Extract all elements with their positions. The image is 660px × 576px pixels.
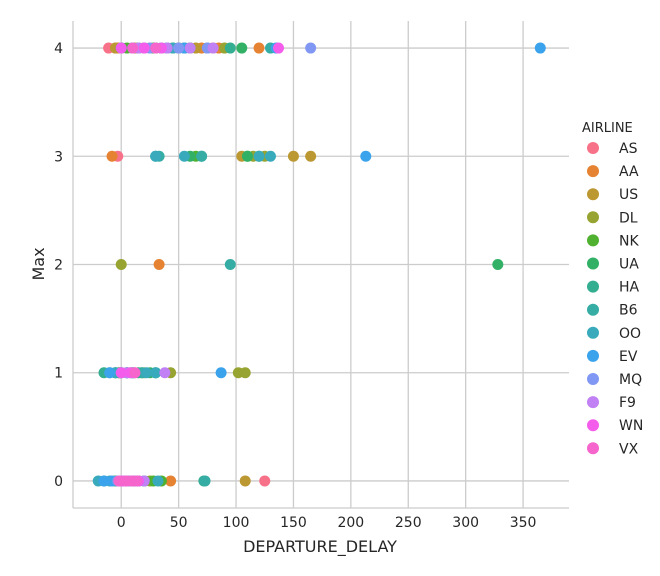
legend-label: NK — [619, 233, 639, 249]
legend-marker — [587, 419, 599, 432]
data-point — [253, 150, 265, 162]
legend-label: EV — [619, 349, 638, 365]
x-tick-label: 0 — [117, 515, 126, 531]
data-point — [207, 42, 219, 54]
data-point — [152, 475, 164, 487]
y-tick-label: 1 — [54, 366, 63, 382]
data-point — [224, 42, 236, 54]
data-point — [239, 367, 251, 379]
legend-marker — [587, 373, 599, 385]
legend-title: AIRLINE — [582, 121, 633, 136]
data-point — [150, 150, 162, 162]
data-point — [178, 150, 190, 162]
legend: AIRLINE AS AA US DL NK UA HA B6 OO EV MQ F9 WN VX — [582, 121, 643, 457]
data-point — [215, 367, 227, 379]
data-point — [360, 150, 372, 162]
data-point — [106, 150, 118, 162]
data-point — [196, 150, 208, 162]
axes-spines — [72, 21, 569, 509]
legend-label: AS — [619, 141, 638, 157]
legend-marker — [587, 349, 599, 362]
y-tick-label: 3 — [54, 149, 63, 165]
data-point — [253, 42, 265, 54]
legend-label: VX — [619, 441, 639, 457]
data-point — [153, 259, 165, 270]
x-tick-label: 150 — [280, 515, 307, 531]
y-tick-label: 2 — [54, 258, 63, 274]
x-axis-title: DEPARTURE_DELAY — [243, 537, 397, 557]
data-point — [104, 367, 116, 379]
x-axis-ticks: 0 50 100 150 200 250 300 350 — [117, 515, 537, 531]
data-point — [273, 42, 285, 54]
legend-label: WN — [619, 418, 643, 434]
legend-label: F9 — [619, 395, 636, 411]
series-vx — [113, 42, 162, 487]
y-tick-label: 4 — [54, 41, 63, 57]
data-point — [534, 42, 546, 54]
data-point — [305, 42, 317, 54]
data-point — [150, 367, 162, 379]
x-tick-label: 300 — [452, 515, 479, 531]
y-axis-ticks: 0 1 2 3 4 — [54, 41, 63, 490]
legend-marker — [587, 234, 599, 247]
y-tick-label: 0 — [54, 474, 63, 490]
legend-marker — [587, 396, 599, 409]
data-point — [224, 259, 236, 270]
data-point — [173, 42, 185, 54]
data-point — [138, 42, 150, 54]
legend-marker — [587, 188, 599, 201]
x-tick-label: 250 — [395, 515, 422, 531]
data-point — [115, 42, 127, 54]
x-tick-label: 200 — [337, 515, 364, 531]
legend-marker — [587, 326, 599, 339]
data-point — [236, 42, 248, 54]
data-point — [287, 150, 299, 162]
data-point — [98, 475, 110, 487]
data-point — [150, 42, 162, 54]
legend-label: AA — [619, 164, 639, 180]
legend-marker — [587, 142, 599, 154]
legend-marker — [587, 211, 599, 224]
legend-label: B6 — [619, 303, 638, 319]
data-point — [159, 367, 171, 379]
data-point — [129, 367, 141, 379]
data-point — [239, 475, 251, 487]
x-tick-label: 350 — [510, 515, 537, 531]
legend-marker — [587, 257, 599, 270]
legend-label: MQ — [619, 372, 642, 388]
legend-marker — [587, 280, 599, 293]
legend-label: HA — [619, 280, 640, 296]
data-point — [165, 475, 177, 487]
data-point — [305, 150, 317, 162]
x-tick-label: 100 — [223, 515, 250, 531]
legend-marker — [587, 303, 599, 316]
legend-label: UA — [619, 257, 639, 273]
data-point — [130, 475, 142, 487]
legend-label: OO — [619, 326, 641, 342]
data-point — [264, 150, 276, 162]
legend-label: US — [619, 187, 638, 203]
data-point — [199, 475, 211, 487]
data-point — [492, 259, 504, 270]
data-point — [242, 150, 254, 162]
data-point — [115, 259, 127, 270]
legend-marker — [587, 165, 599, 178]
data-point — [140, 367, 152, 379]
data-point — [127, 42, 139, 54]
data-point — [184, 42, 196, 54]
legend-label: DL — [619, 210, 638, 226]
data-point — [115, 367, 127, 379]
y-axis-title: Max — [29, 247, 48, 280]
x-tick-label: 50 — [170, 515, 188, 531]
legend-marker — [587, 442, 599, 455]
data-point — [259, 475, 271, 487]
data-points — [92, 42, 546, 487]
